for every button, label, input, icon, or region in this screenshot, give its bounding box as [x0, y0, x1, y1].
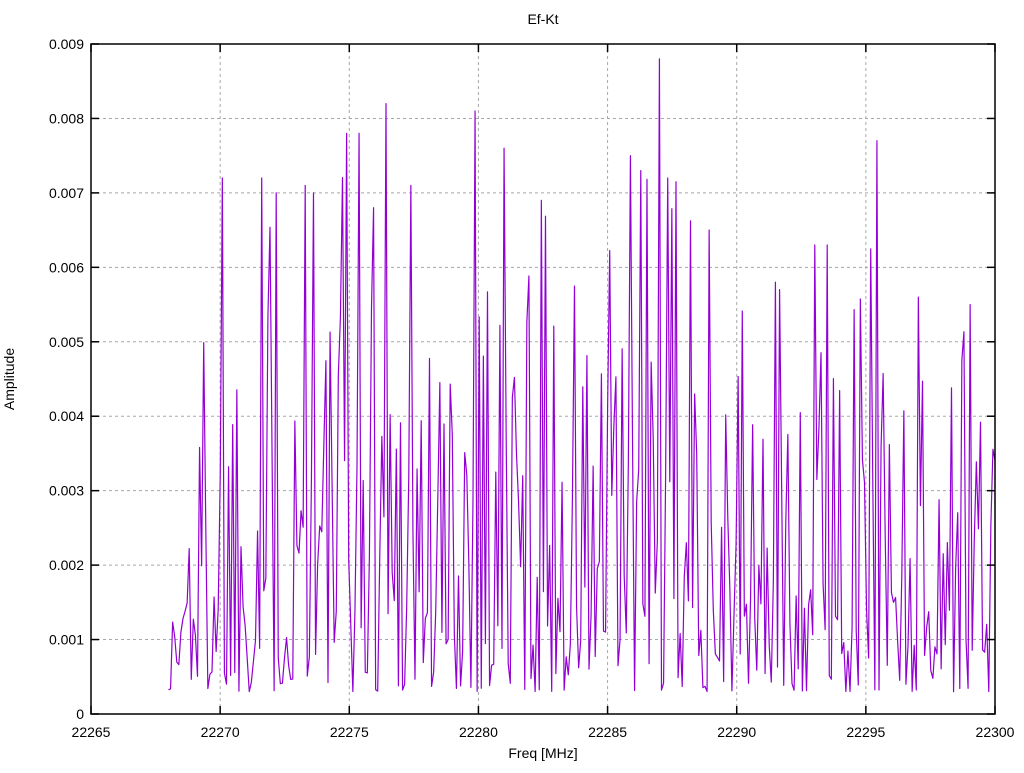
y-tick-label: 0.008	[49, 110, 84, 126]
spectrum-line	[168, 58, 996, 693]
chart-title: Ef-Kt	[527, 11, 558, 27]
y-tick-label: 0	[76, 706, 84, 722]
axes-and-ticks	[90, 43, 996, 715]
x-axis-title: Freq [MHz]	[508, 745, 577, 761]
x-tick-label: 22280	[459, 724, 498, 740]
x-tick-label: 22265	[72, 724, 111, 740]
y-tick-label: 0.003	[49, 483, 84, 499]
x-tick-label: 22295	[846, 724, 885, 740]
y-tick-label: 0.001	[49, 632, 84, 648]
tick-labels: 22265 22270 22275 22280 22285 22290 22295 22300…	[49, 36, 1015, 740]
x-tick-label: 22275	[330, 724, 369, 740]
data-series-layer	[168, 58, 996, 693]
y-tick-label: 0.006	[49, 259, 84, 275]
y-tick-label: 0.002	[49, 557, 84, 573]
y-tick-label: 0.004	[49, 408, 84, 424]
y-tick-label: 0.009	[49, 36, 84, 52]
plot-border	[90, 43, 996, 715]
x-tick-label: 22270	[201, 724, 240, 740]
y-tick-label: 0.007	[49, 185, 84, 201]
y-axis-title: Amplitude	[1, 348, 17, 410]
x-tick-label: 22285	[588, 724, 627, 740]
x-tick-label: 22290	[717, 724, 756, 740]
x-tick-label: 22300	[976, 724, 1015, 740]
y-tick-label: 0.005	[49, 334, 84, 350]
